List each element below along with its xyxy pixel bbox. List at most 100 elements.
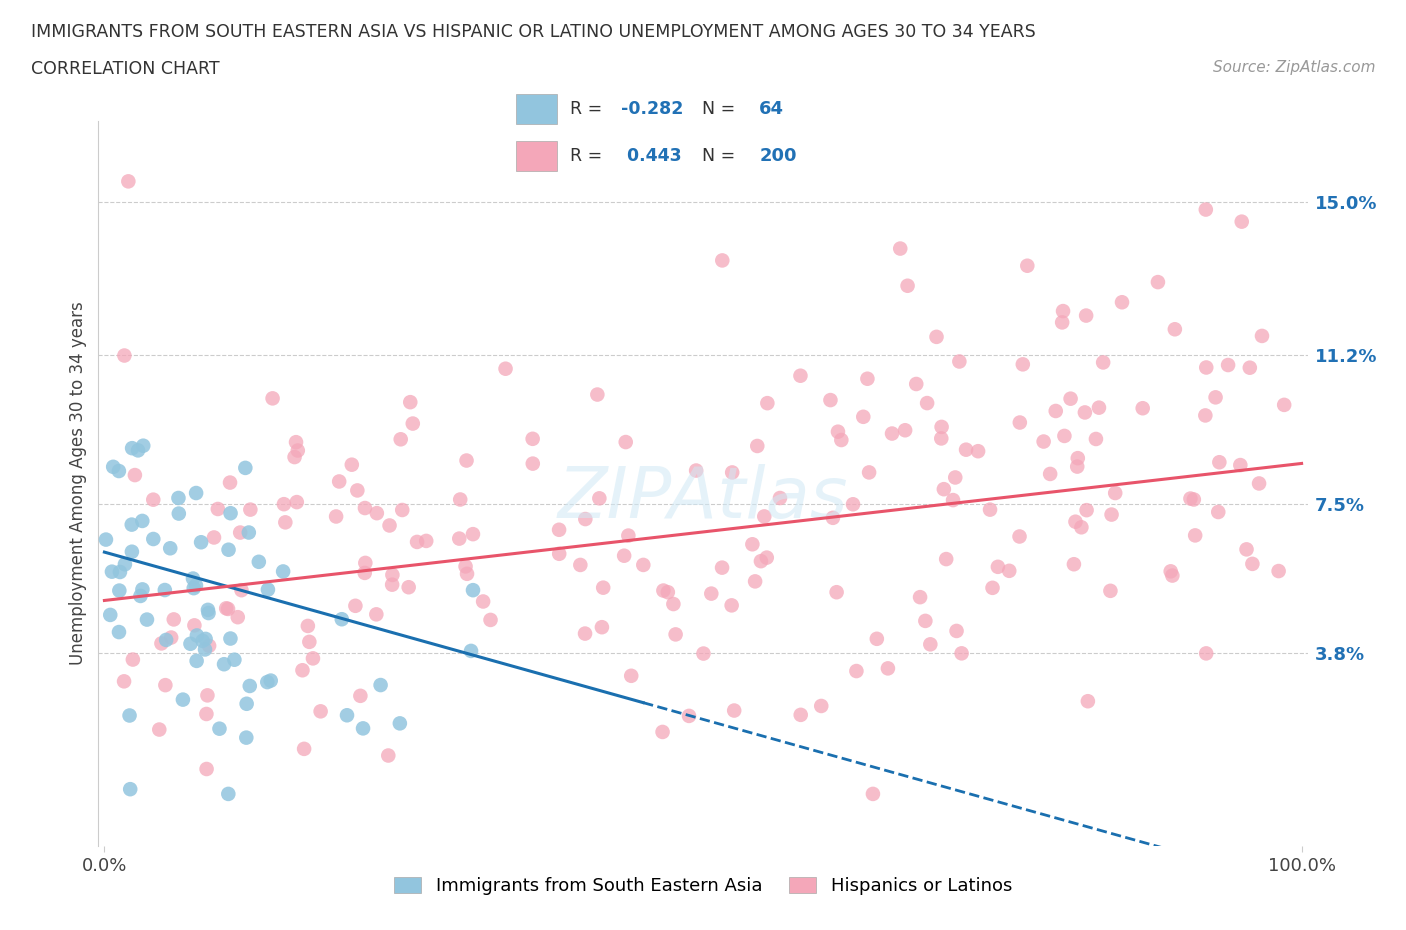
Point xyxy=(366,607,388,622)
Point xyxy=(256,674,278,689)
Point xyxy=(1063,557,1085,572)
Point xyxy=(415,534,437,549)
Point xyxy=(330,612,353,627)
Point xyxy=(197,688,219,703)
Point xyxy=(588,491,610,506)
Point xyxy=(219,475,242,490)
Point xyxy=(381,567,404,582)
Point xyxy=(685,463,707,478)
Point xyxy=(184,485,207,500)
Point xyxy=(202,530,225,545)
Point xyxy=(461,526,484,541)
Point xyxy=(1241,556,1264,571)
Point xyxy=(1267,564,1289,578)
Point xyxy=(810,698,832,713)
Point xyxy=(298,634,321,649)
Point xyxy=(586,387,609,402)
Point xyxy=(118,708,141,723)
Point xyxy=(179,636,201,651)
Point xyxy=(981,580,1004,595)
Point xyxy=(354,500,377,515)
Point xyxy=(378,518,401,533)
Point xyxy=(856,371,879,386)
Point xyxy=(889,241,911,256)
Point xyxy=(150,636,173,651)
Point xyxy=(194,642,217,657)
Point xyxy=(183,580,205,595)
Point xyxy=(449,492,471,507)
Point xyxy=(1195,646,1218,661)
Point xyxy=(825,585,848,600)
Text: N =: N = xyxy=(702,147,741,165)
Text: IMMIGRANTS FROM SOUTH EASTERN ASIA VS HISPANIC OR LATINO UNEMPLOYMENT AMONG AGES: IMMIGRANTS FROM SOUTH EASTERN ASIA VS HI… xyxy=(31,23,1036,41)
Point xyxy=(1180,491,1202,506)
Point xyxy=(877,661,900,676)
Point xyxy=(591,619,613,634)
Point xyxy=(325,509,347,524)
Point xyxy=(344,598,367,613)
Point xyxy=(217,602,239,617)
Point xyxy=(142,492,165,507)
Point xyxy=(181,571,204,586)
Point xyxy=(1084,432,1107,446)
Point xyxy=(769,490,792,505)
Point xyxy=(932,482,955,497)
Point xyxy=(233,460,256,475)
Point xyxy=(967,444,990,458)
Point xyxy=(1101,507,1123,522)
Point xyxy=(183,618,205,632)
Point xyxy=(195,762,218,777)
Point xyxy=(197,605,219,620)
Point xyxy=(153,582,176,597)
Point xyxy=(495,361,517,376)
Text: ZIPAtlas: ZIPAtlas xyxy=(558,464,848,533)
Point xyxy=(1104,485,1126,500)
Text: 200: 200 xyxy=(759,147,797,165)
Point xyxy=(117,174,139,189)
Point xyxy=(662,597,685,612)
Point xyxy=(741,537,763,551)
Point xyxy=(257,582,280,597)
Point xyxy=(224,652,246,667)
Point xyxy=(711,253,734,268)
Point xyxy=(1239,360,1261,375)
Point xyxy=(820,392,842,407)
Point xyxy=(229,525,252,540)
Point xyxy=(633,557,655,572)
Point xyxy=(212,657,235,671)
Point xyxy=(1147,274,1170,289)
Point xyxy=(1247,476,1270,491)
Point xyxy=(197,603,219,618)
Point xyxy=(942,493,965,508)
Point xyxy=(340,458,363,472)
Point xyxy=(456,566,478,581)
Point xyxy=(460,644,482,658)
Point xyxy=(1208,455,1230,470)
Point xyxy=(842,497,865,512)
Text: N =: N = xyxy=(702,100,741,118)
Point xyxy=(247,554,270,569)
Point xyxy=(238,525,260,540)
Point xyxy=(894,423,917,438)
Point xyxy=(548,546,571,561)
Point xyxy=(614,434,637,449)
Point xyxy=(239,679,262,694)
Point xyxy=(950,646,973,661)
Point xyxy=(574,626,596,641)
Point xyxy=(226,610,249,625)
Point xyxy=(1182,492,1205,507)
Point xyxy=(754,509,776,524)
Point xyxy=(235,697,257,711)
Point xyxy=(142,532,165,547)
Point xyxy=(262,391,284,405)
Point xyxy=(198,638,221,653)
Point xyxy=(121,652,143,667)
Point xyxy=(349,688,371,703)
Point xyxy=(112,674,135,689)
Point xyxy=(908,590,931,604)
Point xyxy=(132,438,155,453)
Point xyxy=(108,625,131,640)
Point xyxy=(592,580,614,595)
Point xyxy=(366,506,388,521)
Point xyxy=(148,722,170,737)
